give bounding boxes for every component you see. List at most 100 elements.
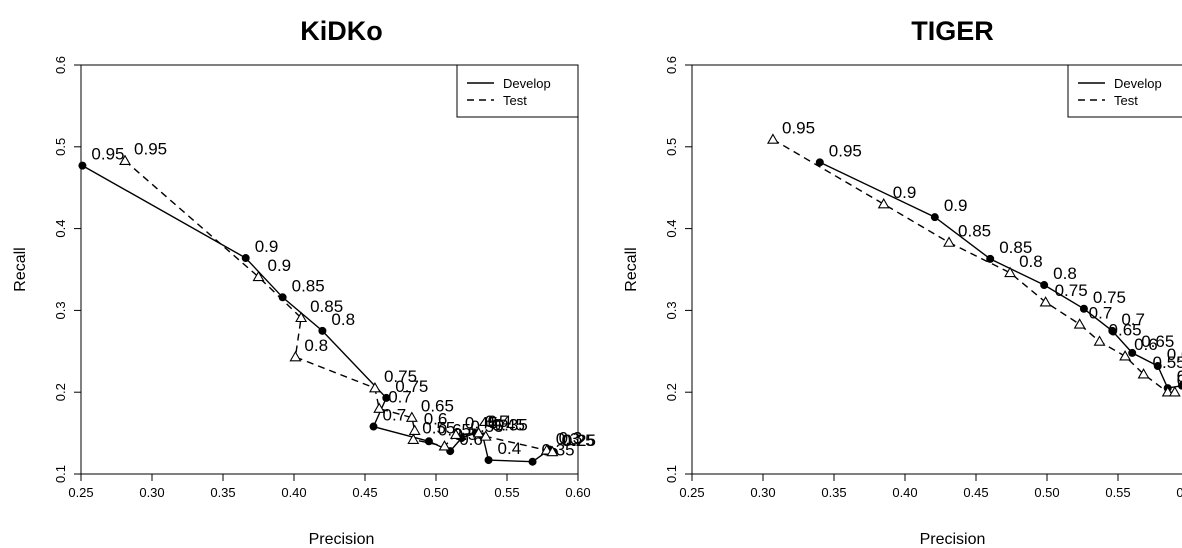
data-point-develop — [369, 422, 378, 431]
data-label: 0.85 — [999, 238, 1032, 257]
data-point-test — [252, 270, 265, 282]
data-label: 0.8 — [331, 310, 355, 329]
data-label: 0.55 — [422, 419, 455, 438]
x-tick-label: 0.60 — [1176, 485, 1182, 500]
data-label: 0.5 — [485, 412, 509, 431]
data-label: 0.45 — [492, 415, 525, 434]
data-point-develop — [1153, 362, 1162, 371]
data-point-test — [405, 411, 418, 422]
data-point-test — [1137, 368, 1150, 379]
y-tick-label: 0.4 — [664, 220, 679, 238]
legend-label: Test — [1114, 93, 1138, 108]
data-point-test — [289, 350, 302, 362]
data-label: 0.4 — [488, 412, 512, 431]
data-label: 0.7 — [388, 388, 412, 407]
plot-frame — [691, 64, 1182, 475]
x-tick-label: 0.25 — [679, 485, 704, 500]
data-label: 0.95 — [782, 118, 815, 137]
data-label: 0.8 — [1053, 264, 1077, 283]
data-label: 0.35 — [495, 415, 528, 434]
y-tick-label: 0.2 — [53, 383, 68, 401]
data-point-develop — [930, 213, 939, 222]
data-label: 0.95 — [91, 145, 124, 164]
data-label: 0.6 — [1167, 345, 1182, 364]
data-label: 0.7 — [1089, 303, 1113, 322]
data-label: 0.9 — [893, 183, 917, 202]
data-label: 0.3 — [556, 429, 580, 448]
data-point-test — [1168, 386, 1181, 397]
x-tick-label: 0.50 — [423, 485, 448, 500]
data-label: 0.75 — [1055, 281, 1088, 300]
series-line-test — [772, 138, 1175, 393]
data-point-test — [438, 440, 451, 451]
y-tick-label: 0.2 — [664, 383, 679, 401]
x-tick-label: 0.25 — [68, 485, 93, 500]
x-tick-label: 0.45 — [352, 485, 377, 500]
y-tick-label: 0.6 — [53, 56, 68, 74]
data-label: 0.25 — [563, 431, 596, 450]
data-label: 0.55 — [1177, 367, 1182, 386]
chart-panel-tiger: TIGER Precision Recall 0.25 0.30 0.35 0.40 0.45… — [623, 16, 1182, 548]
chart-panel-kidko: KiDKo Precision Recall 0.25 0.30 0.35 0.40 0.45… — [12, 16, 596, 548]
data-point-develop — [278, 293, 287, 302]
x-tick-label: 0.45 — [963, 485, 988, 500]
y-tick-label: 0.6 — [664, 56, 679, 74]
data-point-test — [368, 382, 381, 393]
data-point-develop — [78, 161, 87, 170]
data-point-test — [766, 133, 779, 144]
data-label: 0.85 — [958, 222, 991, 241]
data-point-develop — [1108, 326, 1117, 335]
legend: Develop Test — [456, 64, 579, 118]
data-label: 0.75 — [384, 367, 417, 386]
legend-box — [1067, 64, 1182, 118]
data-point-test — [119, 154, 131, 166]
y-tick-label: 0.5 — [53, 138, 68, 156]
y-tick-label: 0.3 — [53, 301, 68, 319]
data-label: 0.7 — [383, 406, 407, 425]
x-tick-label: 0.60 — [565, 485, 590, 500]
data-label: 0.45 — [465, 414, 498, 433]
data-point-develop — [1040, 281, 1049, 290]
data-label: 0.65 — [421, 397, 454, 416]
data-point-test — [1119, 350, 1132, 361]
data-label: 0.85 — [310, 297, 343, 316]
data-label: 0.95 — [134, 140, 167, 159]
data-point-develop — [1079, 304, 1088, 313]
data-label: 0.8 — [1019, 252, 1043, 271]
data-label: 0.25 — [561, 431, 594, 450]
chart-title: TIGER — [911, 16, 994, 46]
data-point-test — [1161, 386, 1174, 397]
x-tick-label: 0.35 — [821, 485, 846, 500]
data-point-test — [1093, 335, 1106, 346]
legend-box — [456, 64, 579, 118]
data-point-develop — [986, 254, 995, 263]
data-point-test — [1039, 296, 1052, 307]
data-point-develop — [318, 326, 327, 335]
x-tick-label: 0.40 — [281, 485, 306, 500]
series-line-develop — [819, 161, 1182, 389]
data-point-test — [472, 426, 485, 438]
data-label: 0.65 — [1109, 320, 1142, 339]
data-label: 0.9 — [255, 237, 279, 256]
x-tick-label: 0.30 — [750, 485, 775, 500]
data-point-develop — [241, 254, 250, 263]
data-label: 0.75 — [395, 377, 428, 396]
x-axis-label: Precision — [309, 531, 375, 548]
y-axis-label: Recall — [623, 247, 640, 291]
data-label: 0.8 — [304, 336, 328, 355]
data-point-develop — [382, 393, 391, 402]
data-label: 0.3 — [559, 428, 583, 447]
data-point-test — [546, 445, 559, 457]
data-label: 0.9 — [944, 196, 968, 215]
data-label: 0.75 — [1093, 288, 1126, 307]
data-point-test — [373, 402, 386, 413]
x-tick-label: 0.30 — [139, 485, 164, 500]
plot-area: 0.950.90.850.80.750.70.650.60.550.50.450… — [78, 140, 596, 466]
data-label: 0.5 — [454, 425, 478, 444]
x-axis-label: Precision — [920, 531, 986, 548]
data-point-develop — [484, 456, 493, 465]
y-axis-label: Recall — [12, 247, 29, 291]
x-tick-label: 0.55 — [1105, 485, 1130, 500]
data-label: 0.6 — [424, 410, 448, 429]
